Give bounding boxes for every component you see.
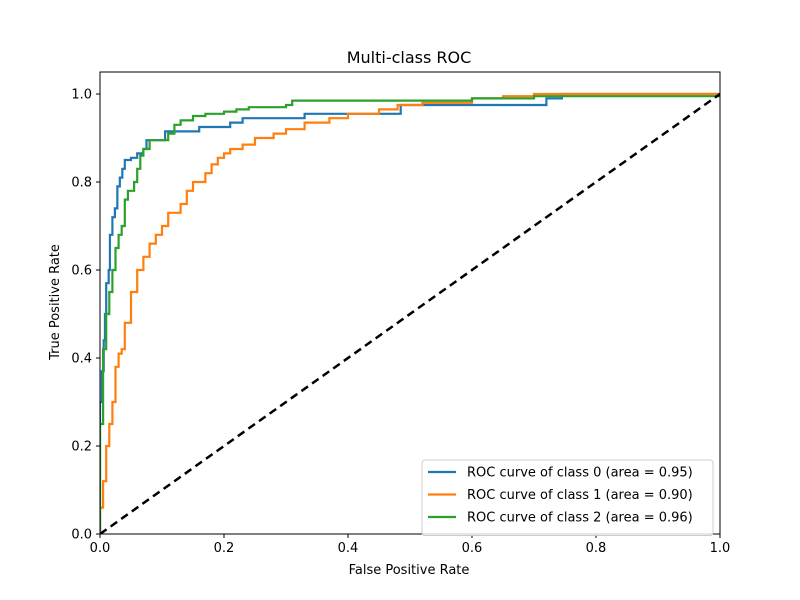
series-line-class-2 (100, 94, 720, 534)
y-tick-label: 0.2 (71, 440, 92, 455)
chart-title: Multi-class ROC (347, 48, 472, 67)
x-tick-label: 0.4 (338, 541, 359, 556)
y-tick-label: 0.8 (71, 176, 92, 191)
series-line-class-1 (100, 92, 720, 534)
x-tick-label: 0.0 (90, 541, 111, 556)
axis-ticks: 0.0 0.2 0.4 0.6 0.8 1.0 0.0 0.2 0.4 0.6 0.8 1.0 (71, 88, 730, 557)
series-line-class-0 (100, 92, 720, 534)
legend: ROC curve of class 0 (area = 0.95) ROC cu… (421, 459, 714, 536)
y-tick-label: 0.0 (71, 528, 92, 543)
series-lines (100, 92, 720, 534)
x-tick-label: 0.8 (586, 541, 607, 556)
y-axis-title: True Positive Rate (48, 244, 63, 361)
chance-diagonal-line (100, 92, 720, 534)
legend-entry-label: ROC curve of class 1 (area = 0.90) (467, 488, 693, 503)
legend-entry-label: ROC curve of class 2 (area = 0.96) (467, 511, 693, 526)
x-tick-label: 0.6 (462, 541, 483, 556)
legend-entry-label: ROC curve of class 0 (area = 0.95) (467, 466, 693, 481)
axes-frame (99, 71, 721, 535)
x-tick-label: 1.0 (710, 541, 731, 556)
x-tick-label: 0.2 (214, 541, 235, 556)
x-axis-title: False Positive Rate (349, 563, 470, 578)
y-tick-label: 0.6 (71, 264, 92, 279)
y-tick-label: 0.4 (71, 352, 92, 367)
legend-box (421, 459, 714, 536)
y-tick-label: 1.0 (71, 88, 92, 103)
plot-area (99, 71, 721, 535)
